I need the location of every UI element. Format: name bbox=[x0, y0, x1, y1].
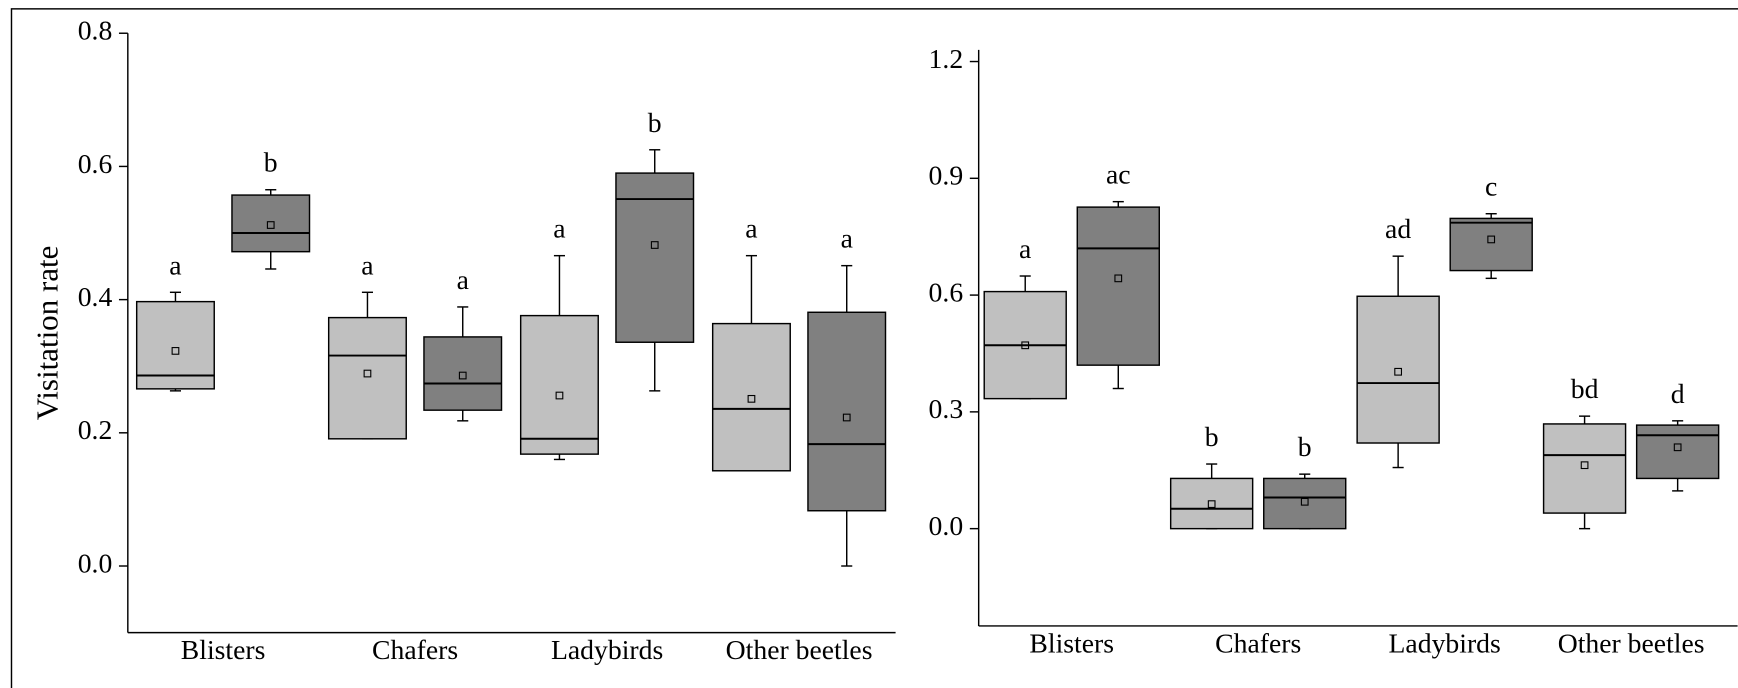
y-tick-label: 0.8 bbox=[78, 15, 113, 46]
mean-marker bbox=[1021, 341, 1030, 350]
y-tick-label: 0.9 bbox=[929, 160, 964, 191]
y-axis-label: Visitation rate bbox=[29, 246, 64, 421]
mean-marker bbox=[650, 241, 659, 249]
y-tick-label: 0.6 bbox=[929, 276, 964, 307]
y-tick-label: 0.3 bbox=[929, 393, 964, 424]
mean-marker bbox=[555, 391, 564, 400]
mean-marker bbox=[1394, 367, 1403, 376]
group-letter: a bbox=[1019, 233, 1031, 264]
mean-marker bbox=[1580, 461, 1589, 470]
x-tick-label: Chafers bbox=[372, 634, 458, 665]
group-letter: a bbox=[169, 249, 181, 280]
x-tick-label: Blisters bbox=[181, 634, 266, 665]
mean-marker bbox=[1207, 500, 1216, 508]
x-tick-label: Ladybirds bbox=[1389, 627, 1501, 658]
y-tick-label: 0.2 bbox=[78, 414, 113, 445]
mean-marker bbox=[842, 413, 851, 422]
box bbox=[1449, 217, 1533, 272]
mean-marker bbox=[747, 394, 756, 403]
box bbox=[231, 194, 311, 253]
group-letter: b bbox=[1205, 421, 1219, 452]
box bbox=[327, 316, 407, 440]
box bbox=[615, 172, 695, 343]
group-letter: b bbox=[648, 107, 662, 138]
group-letter: b bbox=[264, 147, 278, 178]
group-letter: a bbox=[457, 264, 469, 295]
group-letter: d bbox=[1671, 378, 1685, 409]
group-letter: a bbox=[361, 249, 373, 280]
y-tick-label: 0.0 bbox=[929, 510, 964, 541]
box bbox=[135, 300, 215, 390]
x-tick-label: Other beetles bbox=[1558, 627, 1705, 658]
mean-marker bbox=[363, 369, 372, 378]
mean-marker bbox=[1300, 497, 1309, 506]
group-letter: ac bbox=[1106, 159, 1131, 190]
box bbox=[1356, 295, 1440, 444]
group-letter: a bbox=[841, 223, 853, 254]
box bbox=[1263, 477, 1347, 530]
group-letter: a bbox=[553, 213, 565, 244]
group-letter: bd bbox=[1571, 373, 1599, 404]
mean-marker bbox=[266, 221, 275, 229]
y-tick-label: 0.6 bbox=[78, 148, 113, 179]
box bbox=[807, 311, 887, 512]
box bbox=[1635, 424, 1720, 480]
x-tick-label: Other beetles bbox=[726, 634, 873, 665]
x-tick-label: Ladybirds bbox=[551, 634, 663, 665]
box bbox=[1076, 206, 1160, 366]
box bbox=[423, 336, 503, 411]
mean-marker bbox=[1114, 274, 1123, 283]
group-letter: b bbox=[1298, 431, 1312, 462]
y-tick-label: 1.2 bbox=[929, 43, 964, 74]
box bbox=[711, 322, 791, 472]
box bbox=[1169, 477, 1254, 530]
frame bbox=[10, 8, 1738, 688]
mean-marker bbox=[1487, 235, 1496, 244]
mean-marker bbox=[171, 347, 180, 355]
group-letter: a bbox=[745, 213, 757, 244]
y-tick-label: 0.4 bbox=[78, 281, 113, 312]
y-tick-label: 0.0 bbox=[78, 547, 113, 578]
group-letter: ad bbox=[1385, 213, 1411, 244]
x-tick-label: Chafers bbox=[1215, 627, 1301, 658]
x-tick-label: Blisters bbox=[1029, 627, 1114, 658]
group-letter: c bbox=[1485, 171, 1497, 202]
box bbox=[519, 314, 599, 455]
mean-marker bbox=[1673, 443, 1682, 452]
mean-marker bbox=[458, 371, 467, 380]
